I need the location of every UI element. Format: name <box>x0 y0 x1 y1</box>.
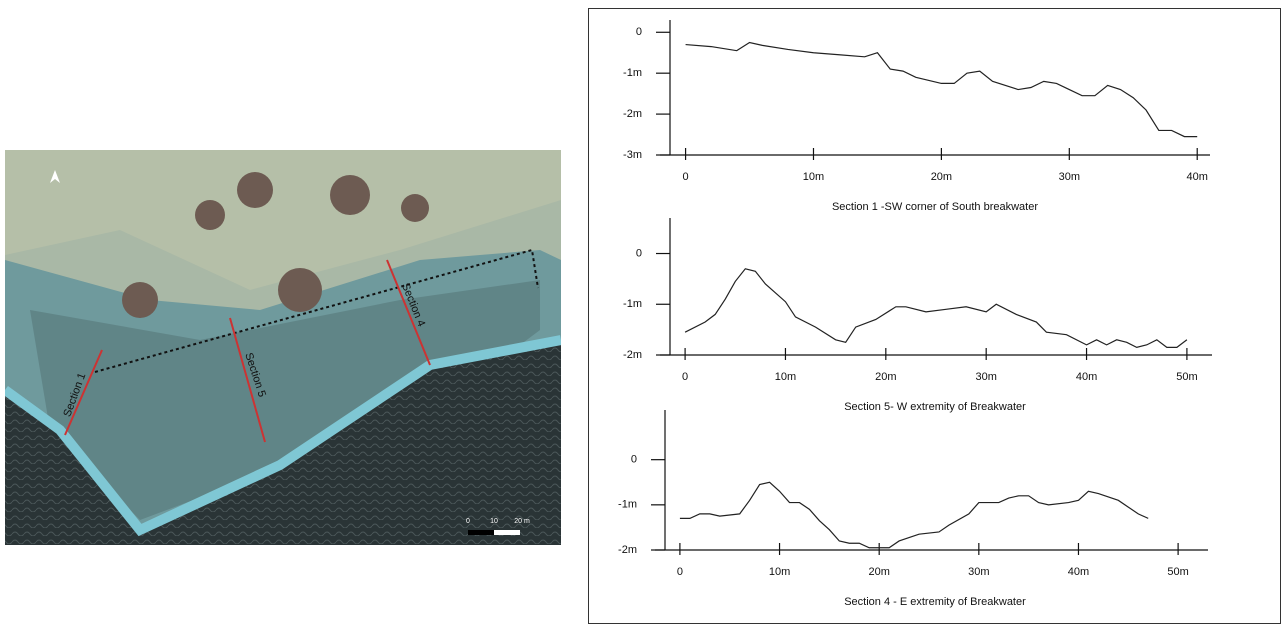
section-line <box>64 349 103 436</box>
reef-dark <box>30 280 540 520</box>
coral-head <box>330 175 370 215</box>
profile-line <box>684 268 1188 349</box>
scale-bar <box>494 530 520 535</box>
y-tick-label: 0 <box>631 454 637 466</box>
coral-head <box>237 172 273 208</box>
coral-head <box>401 194 429 222</box>
scale-label: 20 m <box>514 518 530 525</box>
x-tick-label: 50m <box>1167 566 1188 578</box>
sand <box>5 150 561 290</box>
chart-title: Section 5- W extremity of Breakwater <box>844 401 1026 413</box>
x-tick-label: 50m <box>1176 371 1197 383</box>
x-tick-label: 20m <box>875 371 896 383</box>
chart-title: Section 1 -SW corner of South breakwater <box>832 201 1038 213</box>
x-tick-label: 30m <box>975 371 996 383</box>
profile-line <box>679 481 1149 549</box>
x-tick-label: 30m <box>968 566 989 578</box>
y-tick-label: -2m <box>623 349 642 361</box>
scale-label: 0 <box>466 518 470 525</box>
aerial-map: Section 1 Section 5 Section 4 0 10 20 m <box>5 150 561 545</box>
coral-head <box>195 200 225 230</box>
coral-head <box>122 282 158 318</box>
breakwater-line <box>94 248 539 373</box>
y-tick-label: 0 <box>636 247 642 259</box>
profile-line <box>685 41 1198 138</box>
y-tick-label: -1m <box>618 499 637 511</box>
y-tick-label: -3m <box>623 149 642 161</box>
y-tick-label: -1m <box>623 298 642 310</box>
x-tick-label: 20m <box>931 171 952 183</box>
x-tick-label: 30m <box>1059 171 1080 183</box>
north-arrow <box>50 170 60 183</box>
x-tick-label: 10m <box>775 371 796 383</box>
x-tick-label: 10m <box>803 171 824 183</box>
x-tick-label: 0 <box>683 171 689 183</box>
x-tick-label: 40m <box>1068 566 1089 578</box>
ocean <box>5 340 561 545</box>
y-tick-label: 0 <box>636 26 642 38</box>
x-tick-label: 40m <box>1187 171 1208 183</box>
y-tick-label: -2m <box>623 108 642 120</box>
section-line <box>229 317 266 443</box>
shoreline <box>5 335 561 537</box>
y-tick-label: -2m <box>618 544 637 556</box>
chart-frame <box>588 8 1281 624</box>
coral-head <box>278 268 322 312</box>
chart-title: Section 4 - E extremity of Breakwater <box>844 596 1026 608</box>
x-tick-label: 10m <box>769 566 790 578</box>
scale-label: 10 <box>490 518 498 525</box>
x-tick-label: 0 <box>682 371 688 383</box>
scale-bar <box>468 530 494 535</box>
x-tick-label: 20m <box>868 566 889 578</box>
y-tick-label: -1m <box>623 67 642 79</box>
section-line <box>386 259 431 366</box>
x-tick-label: 0 <box>677 566 683 578</box>
x-tick-label: 40m <box>1076 371 1097 383</box>
